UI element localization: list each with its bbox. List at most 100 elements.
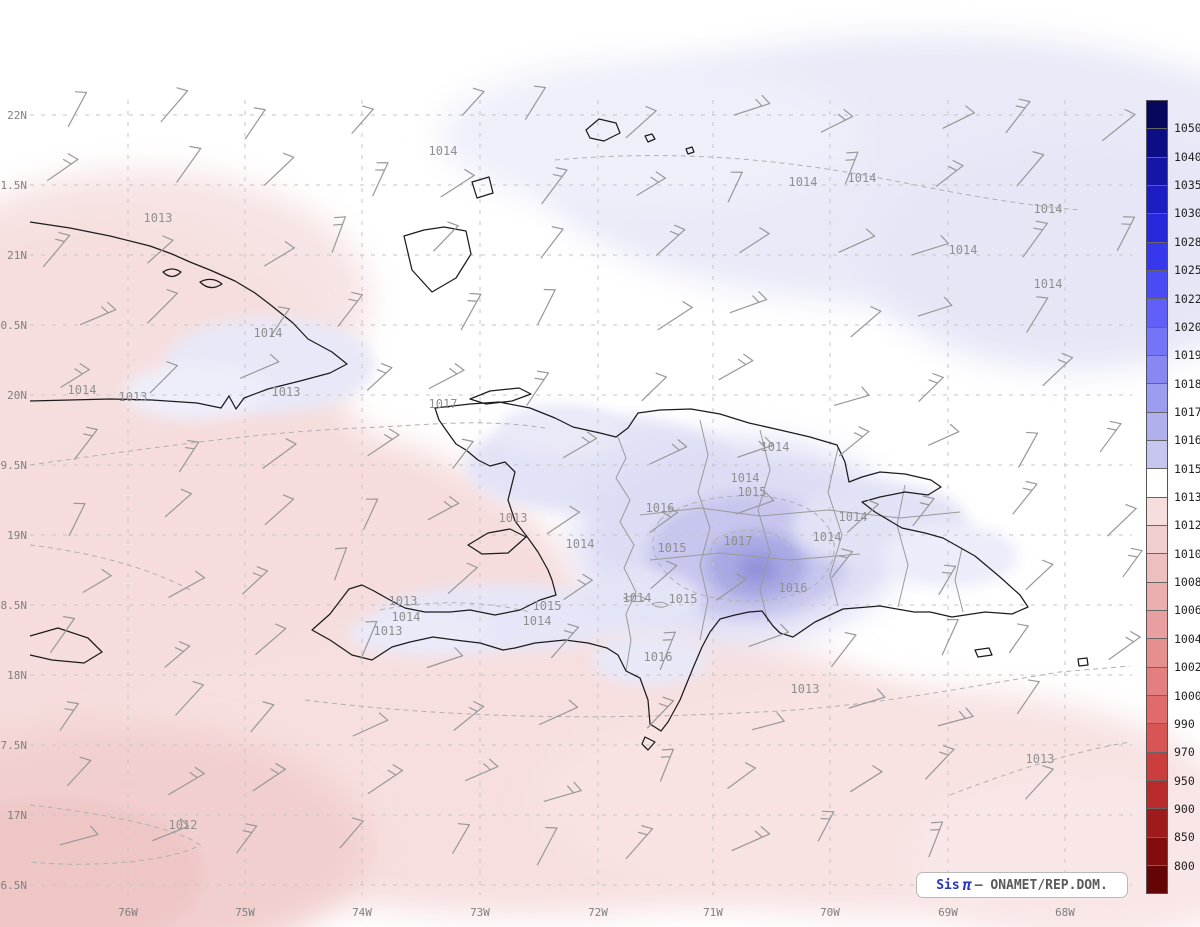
coastline (1077, 657, 1089, 667)
wind-barb (372, 162, 389, 197)
wind-barb (731, 826, 771, 852)
contour-label: 1014 (523, 614, 552, 628)
lat-label: 1.5N (1, 179, 28, 192)
colorbar-label: 970 (1174, 745, 1195, 760)
contour-label: 1015 (738, 485, 767, 499)
wind-barb (264, 152, 295, 186)
contour-label: 1017 (724, 534, 753, 548)
wind-barb (733, 94, 771, 116)
wind-barb (255, 623, 287, 655)
wind-barb (918, 373, 944, 402)
wind-barb (179, 439, 200, 473)
wind-barb (1005, 98, 1031, 134)
wind-barb (657, 301, 693, 331)
lat-label: 17N (7, 809, 27, 822)
wind-barb (524, 85, 546, 120)
colorbar-label: 1015 (1174, 461, 1200, 476)
latlon-grid (30, 100, 1132, 895)
wind-barb (715, 573, 747, 601)
wind-barb (242, 566, 269, 595)
province-boundary (954, 547, 964, 613)
coastline (29, 221, 348, 410)
coastline (685, 146, 695, 155)
province-boundary (649, 552, 861, 561)
lat-label: 6.5N (1, 879, 28, 892)
colorbar-segment (1147, 355, 1167, 385)
wind-barb (659, 631, 676, 671)
wind-barb (925, 745, 955, 780)
lon-label: 70W (820, 906, 840, 919)
wind-barb (928, 423, 960, 446)
colorbar-segment (1147, 639, 1167, 668)
colorbar-segment (1147, 525, 1167, 555)
wind-barb (427, 496, 460, 521)
province-boundary (896, 484, 909, 608)
contour-label: 1015 (669, 592, 698, 606)
wind-barb (339, 817, 364, 849)
wind-barb (625, 105, 657, 139)
wind-barb (938, 564, 957, 596)
coastline (585, 118, 621, 142)
wind-barb (1025, 559, 1054, 591)
colorbar-label: 1022 (1174, 291, 1200, 306)
wind-barb (1016, 151, 1045, 187)
wind-barb (937, 707, 974, 727)
shade-blob (125, 364, 265, 420)
wind-barb (264, 494, 295, 526)
contour-label: 1014 (623, 591, 652, 605)
contour-label: 1014 (1034, 202, 1063, 216)
coastline (471, 176, 494, 199)
sispi-logo-text: Sis (936, 877, 960, 893)
contour-line (379, 602, 531, 613)
wind-barb (1108, 631, 1141, 660)
colorbar-label: 1020 (1174, 319, 1200, 334)
contour-label: 1015 (533, 599, 562, 613)
province-boundary (615, 436, 637, 672)
colorbar-segment (1147, 752, 1167, 781)
coastline (974, 647, 993, 658)
wind-barb (928, 821, 944, 858)
lat-label: 19N (7, 529, 27, 542)
wind-barb (718, 353, 754, 381)
contour-label: 1016 (779, 581, 808, 595)
coastline (644, 133, 656, 143)
wind-barb (941, 618, 959, 656)
wind-barb (252, 762, 286, 792)
wind-barb (1116, 216, 1136, 251)
wind-barb (363, 498, 379, 530)
coastline (641, 736, 656, 751)
contour-line (29, 544, 191, 591)
wind-barb (244, 107, 266, 140)
wind-barb (1025, 765, 1054, 800)
contour-label: 1017 (429, 397, 458, 411)
shade-blob (348, 611, 492, 655)
wind-barb (50, 616, 76, 653)
wind-barb (331, 216, 346, 253)
wind-barb (47, 153, 79, 182)
colorbar-segment (1147, 101, 1167, 130)
lat-label: 8.5N (1, 599, 28, 612)
colorbar-segment (1147, 497, 1167, 526)
wind-barb (250, 701, 275, 733)
lat-label: 21N (7, 249, 27, 262)
lon-label: 69W (938, 906, 958, 919)
wind-barb (352, 712, 389, 737)
lat-label: 18N (7, 669, 27, 682)
wind-barb (833, 386, 870, 406)
province-boundary (757, 429, 771, 623)
lon-label: 71W (703, 906, 723, 919)
colorbar-label: 1013 (1174, 490, 1200, 504)
wind-barb (737, 436, 774, 458)
wind-barb (1022, 220, 1048, 258)
lat-label: 7.5N (1, 739, 28, 752)
colorbar-segment (1147, 582, 1167, 611)
contour-label: 1014 (1034, 277, 1063, 291)
colorbar-segment (1147, 270, 1167, 300)
colorbar-segment (1147, 695, 1167, 725)
wind-barb (447, 562, 478, 594)
province-boundary (622, 595, 647, 603)
wind-barb (82, 568, 112, 593)
wind-barb (917, 296, 953, 317)
colorbar-segment (1147, 242, 1167, 271)
isobar-contours (29, 155, 1131, 865)
